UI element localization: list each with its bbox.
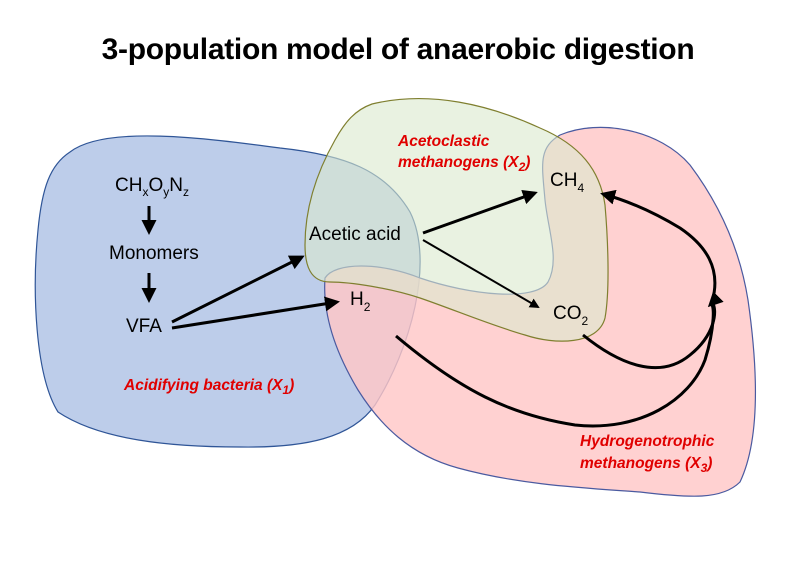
acetic-acid-to-co2-arrow	[422, 239, 540, 309]
substrate-label: CHxOyNz	[115, 175, 189, 199]
reaction-arrows	[141, 189, 724, 428]
acidifying-bacteria-label: Acidifying bacteria (X1)	[123, 377, 294, 397]
h2-label: H2	[350, 289, 371, 314]
vfa-label: VFA	[126, 316, 162, 337]
ch4-label: CH4	[550, 170, 584, 195]
acetic-acid-label: Acetic acid	[309, 224, 401, 245]
diagram-title: 3-population model of anaerobic digestio…	[101, 33, 695, 66]
hydrogenotrophic-methanogens-label-line2: methanogens (X3)	[580, 455, 712, 475]
monomers-label: Monomers	[109, 243, 199, 264]
co2-label: CO2	[553, 303, 589, 328]
vfa-to-acetic-acid-arrow	[171, 255, 305, 324]
acetic-acid-to-ch4-arrow	[422, 189, 538, 235]
co2-to-methanogenesis-arrow	[582, 301, 717, 370]
vfa-to-h2-arrow	[171, 296, 340, 330]
acetoclastic-methanogens-label: Acetoclastic	[397, 133, 490, 150]
h2-to-methanogenesis-arrow	[395, 291, 724, 428]
to-ch4-arrow	[600, 189, 717, 303]
hydrogenotrophic-methanogens-label: Hydrogenotrophic	[580, 433, 715, 450]
acetoclastic-methanogens-label-line2: methanogens (X2)	[398, 154, 530, 174]
